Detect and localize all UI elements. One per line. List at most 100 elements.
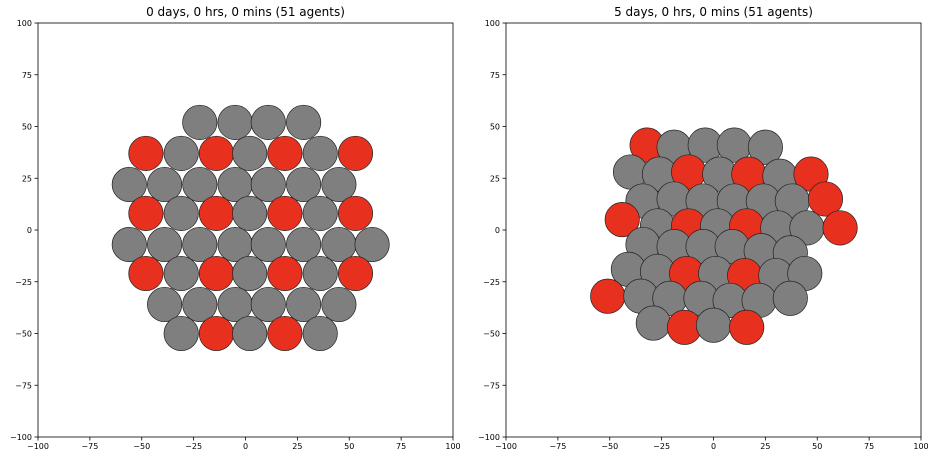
agents bbox=[590, 127, 858, 345]
healthy-agent bbox=[147, 226, 183, 263]
healthy-agent bbox=[250, 166, 286, 203]
infected-agent bbox=[198, 195, 234, 231]
infected-agent bbox=[337, 195, 374, 231]
healthy-agent bbox=[111, 166, 147, 203]
infected-agent bbox=[128, 135, 164, 171]
infected-agent bbox=[604, 202, 640, 238]
agents bbox=[111, 104, 390, 352]
y-tick-label: 50 bbox=[22, 123, 32, 132]
x-tick-label: 50 bbox=[812, 442, 822, 451]
healthy-agent bbox=[147, 286, 183, 323]
x-tick-label: 50 bbox=[344, 442, 354, 451]
healthy-agent bbox=[232, 195, 268, 231]
y-tick-label: 50 bbox=[490, 123, 500, 132]
infected-agent bbox=[337, 255, 374, 292]
x-tick-label: −100 bbox=[495, 442, 517, 451]
x-tick-label: −25 bbox=[653, 442, 670, 451]
x-tick-label: 25 bbox=[760, 442, 770, 451]
healthy-agent bbox=[163, 255, 199, 292]
x-tick-label: −100 bbox=[27, 442, 49, 451]
healthy-agent bbox=[302, 195, 338, 231]
y-tick-label: −100 bbox=[478, 433, 500, 442]
healthy-agent bbox=[217, 104, 253, 140]
y-tick-label: −25 bbox=[15, 278, 32, 287]
healthy-agent bbox=[250, 226, 286, 263]
infected-agent bbox=[128, 255, 164, 292]
infected-agent bbox=[267, 195, 303, 231]
healthy-agent bbox=[163, 135, 199, 171]
infected-agent bbox=[198, 135, 234, 171]
infected-agent bbox=[128, 195, 164, 231]
x-tick-label: −25 bbox=[185, 442, 202, 451]
healthy-agent bbox=[163, 315, 199, 352]
healthy-agent bbox=[232, 135, 268, 171]
y-tick-label: 25 bbox=[490, 174, 500, 183]
healthy-agent bbox=[250, 104, 286, 140]
y-tick-label: −50 bbox=[15, 330, 32, 339]
infected-agent bbox=[267, 255, 303, 292]
x-tick-label: 100 bbox=[913, 442, 928, 451]
y-tick-label: 25 bbox=[22, 174, 32, 183]
chart-title: 5 days, 0 hrs, 0 mins (51 agents) bbox=[614, 5, 813, 19]
infected-agent bbox=[267, 135, 303, 171]
infected-agent bbox=[198, 255, 234, 292]
healthy-agent bbox=[321, 286, 357, 323]
healthy-agent bbox=[250, 286, 286, 323]
y-tick-label: 75 bbox=[490, 71, 500, 80]
healthy-agent bbox=[286, 226, 322, 263]
y-tick-label: −75 bbox=[483, 381, 500, 390]
healthy-agent bbox=[163, 195, 199, 231]
healthy-agent bbox=[286, 286, 322, 323]
healthy-agent bbox=[182, 226, 218, 263]
infected-agent bbox=[822, 210, 858, 246]
healthy-agent bbox=[232, 315, 268, 352]
x-tick-label: 100 bbox=[445, 442, 460, 451]
healthy-agent bbox=[302, 135, 338, 171]
healthy-agent bbox=[147, 166, 183, 203]
chart-title: 0 days, 0 hrs, 0 mins (51 agents) bbox=[146, 5, 345, 19]
healthy-agent bbox=[321, 226, 357, 263]
x-tick-label: −75 bbox=[549, 442, 566, 451]
y-tick-label: 0 bbox=[495, 226, 500, 235]
x-tick-label: 0 bbox=[243, 442, 248, 451]
y-tick-label: 100 bbox=[17, 19, 32, 28]
healthy-agent bbox=[302, 315, 338, 352]
healthy-agent bbox=[182, 286, 218, 323]
infected-agent bbox=[729, 309, 765, 345]
infected-agent bbox=[337, 135, 374, 171]
healthy-agent bbox=[635, 305, 671, 341]
healthy-agent bbox=[772, 280, 808, 316]
y-tick-label: 75 bbox=[22, 71, 32, 80]
x-tick-label: −50 bbox=[133, 442, 150, 451]
x-tick-label: 25 bbox=[292, 442, 302, 451]
x-tick-label: 0 bbox=[711, 442, 716, 451]
chart-panel-2: 5 days, 0 hrs, 0 mins (51 agents) −100 −75… bbox=[478, 5, 929, 451]
x-tick-label: −50 bbox=[601, 442, 618, 451]
healthy-agent bbox=[747, 129, 783, 165]
chart-panel-1: 0 days, 0 hrs, 0 mins (51 agents) −100 −75… bbox=[10, 5, 461, 451]
x-tick-label: 75 bbox=[864, 442, 874, 451]
healthy-agent bbox=[321, 166, 357, 203]
y-tick-label: −25 bbox=[483, 278, 500, 287]
healthy-agent bbox=[111, 226, 147, 263]
healthy-agent bbox=[182, 104, 218, 140]
y-tick-label: −75 bbox=[15, 381, 32, 390]
infected-agent bbox=[807, 181, 844, 217]
infected-agent bbox=[590, 278, 626, 314]
y-tick-label: −50 bbox=[483, 330, 500, 339]
y-tick-label: 100 bbox=[485, 19, 500, 28]
healthy-agent bbox=[182, 166, 218, 203]
healthy-agent bbox=[302, 255, 338, 292]
infected-agent bbox=[198, 315, 234, 352]
x-tick-label: −75 bbox=[81, 442, 98, 451]
x-tick-label: 75 bbox=[396, 442, 406, 451]
infected-agent bbox=[267, 315, 303, 352]
healthy-agent bbox=[354, 226, 390, 263]
healthy-agent bbox=[232, 255, 268, 292]
y-tick-label: −100 bbox=[10, 433, 32, 442]
healthy-agent bbox=[286, 104, 322, 140]
y-tick-label: 0 bbox=[27, 226, 32, 235]
healthy-agent bbox=[695, 307, 732, 343]
healthy-agent bbox=[286, 166, 322, 203]
